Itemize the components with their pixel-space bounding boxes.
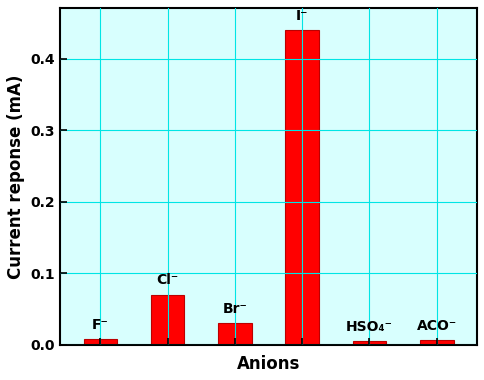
Text: F⁻: F⁻ [92, 318, 109, 332]
Y-axis label: Current reponse (mA): Current reponse (mA) [7, 74, 25, 279]
Bar [286, 30, 319, 345]
Text: Br⁻: Br⁻ [223, 302, 247, 316]
Text: HSO₄⁻: HSO₄⁻ [346, 320, 393, 334]
Bar [218, 323, 252, 345]
Text: I⁻: I⁻ [296, 9, 308, 23]
X-axis label: Anions: Anions [237, 355, 300, 373]
Bar [420, 340, 454, 345]
Bar [353, 341, 386, 345]
Bar [84, 339, 117, 345]
Text: ACO⁻: ACO⁻ [417, 319, 457, 333]
Text: Cl⁻: Cl⁻ [156, 274, 179, 287]
Bar [151, 294, 184, 345]
